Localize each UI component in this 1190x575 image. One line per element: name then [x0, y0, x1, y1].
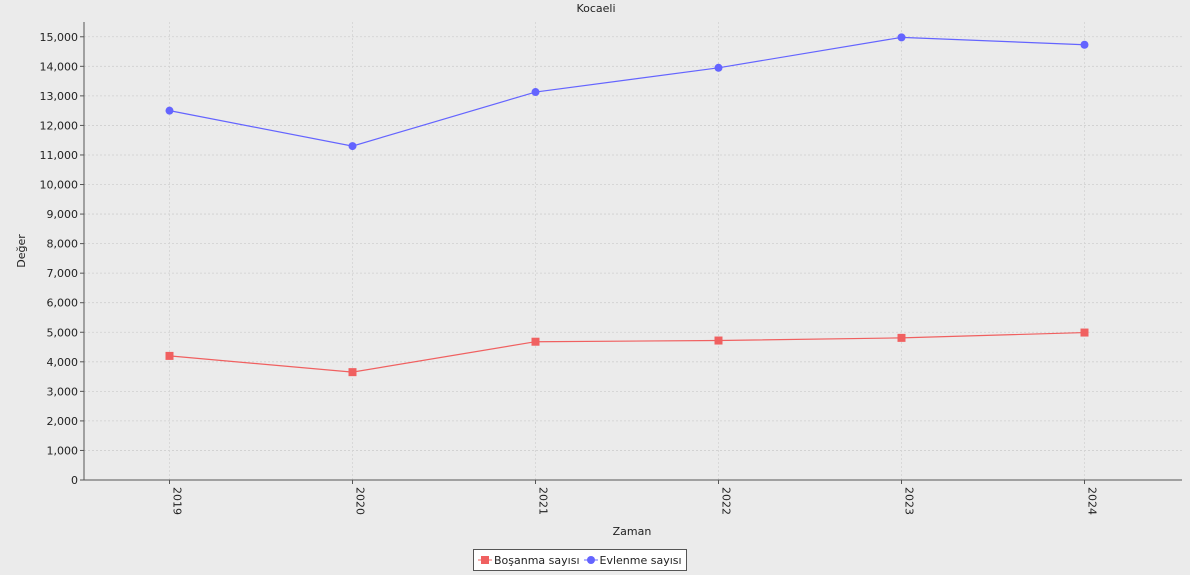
data-point-bosanma-2021: [531, 337, 540, 346]
legend-item-evlenme: Evlenme sayısı: [583, 553, 682, 567]
y-tick-label: 14,000: [40, 60, 79, 73]
y-tick-labels: 0 1,000 2,000 3,000 4,000 5,000 6,000 7,000 8,00…: [40, 31, 79, 487]
x-tick-label: 2021: [537, 487, 550, 515]
data-point-evlenme-2022: [714, 63, 723, 72]
axes: [80, 22, 1182, 484]
y-tick-label: 11,000: [40, 149, 79, 162]
x-axis-title: Zaman: [613, 525, 652, 538]
blue-circle-marker-icon: [583, 556, 598, 564]
y-tick-label: 4,000: [47, 356, 79, 369]
data-point-bosanma-2019: [165, 351, 174, 360]
x-tick-label: 2024: [1086, 487, 1099, 515]
y-tick-label: 12,000: [40, 119, 79, 132]
red-square-marker-icon: [478, 556, 492, 564]
data-point-bosanma-2020: [348, 368, 357, 377]
legend: Boşanma sayısı Evlenme sayısı: [473, 549, 687, 571]
legend-label-bosanma: Boşanma sayısı: [494, 553, 580, 567]
y-tick-label: 13,000: [40, 90, 79, 103]
data-point-evlenme-2023: [897, 33, 906, 42]
y-tick-label: 3,000: [47, 385, 79, 398]
x-tick-label: 2020: [354, 487, 367, 515]
y-tick-label: 1,000: [47, 444, 79, 457]
y-tick-label: 10,000: [40, 179, 79, 192]
y-tick-label: 7,000: [47, 267, 79, 280]
x-tick-label: 2023: [903, 487, 916, 515]
y-tick-label: 8,000: [47, 238, 79, 251]
y-tick-label: 9,000: [47, 208, 79, 221]
y-tick-label: 5,000: [47, 326, 79, 339]
series-lines: [165, 33, 1089, 377]
legend-label-evlenme: Evlenme sayısı: [599, 553, 682, 567]
y-tick-label: 2,000: [47, 415, 79, 428]
y-tick-label: 6,000: [47, 297, 79, 310]
series-line-bosanma: [169, 331, 1085, 373]
data-point-evlenme-2024: [1080, 40, 1089, 49]
y-axis-title: Değer: [15, 234, 28, 268]
y-tick-label: 15,000: [40, 31, 79, 44]
data-point-evlenme-2020: [348, 142, 357, 151]
data-point-evlenme-2019: [165, 106, 174, 115]
data-point-bosanma-2022: [714, 336, 723, 345]
chart-title: Kocaeli: [576, 2, 615, 15]
x-tick-label: 2019: [171, 487, 184, 515]
x-tick-label: 2022: [720, 487, 733, 515]
y-tick-label: 0: [71, 474, 78, 487]
data-point-bosanma-2024: [1080, 328, 1089, 337]
data-point-bosanma-2023: [897, 333, 906, 342]
legend-item-bosanma: Boşanma sayısı: [478, 554, 580, 567]
gridlines: [84, 22, 1182, 480]
x-tick-labels: 2019 2020 2021 2022 2023 2024: [171, 487, 1099, 515]
data-point-evlenme-2021: [531, 88, 540, 97]
series-line-evlenme: [169, 36, 1085, 147]
